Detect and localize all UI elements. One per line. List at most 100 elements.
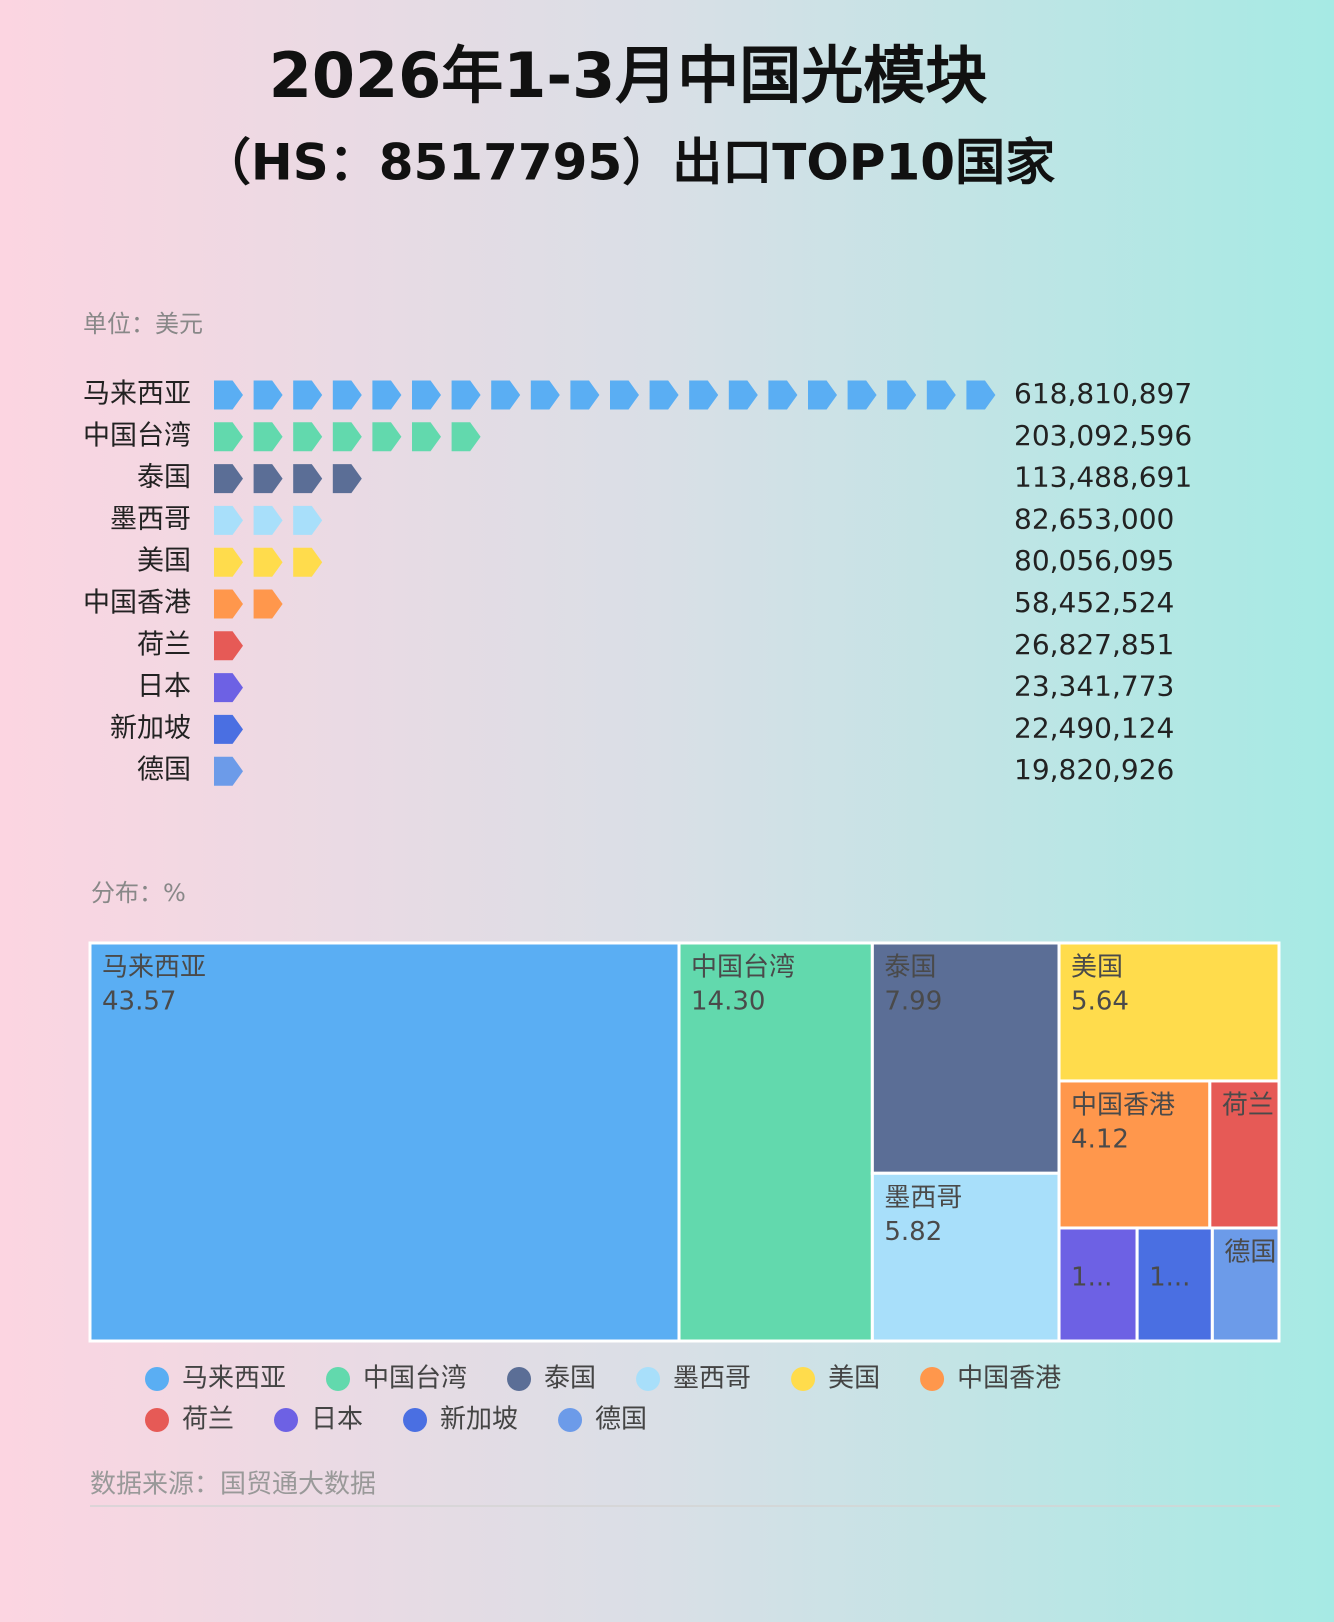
symbol [293, 505, 323, 535]
treemap-cell [1210, 1226, 1281, 1343]
value-label: 19,820,926 [1014, 753, 1174, 786]
cell-value: 5.64 [1071, 987, 1129, 1017]
subtitle: （HS：8517795）出口TOP10国家 [201, 134, 1055, 192]
value-label: 113,488,691 [1014, 461, 1192, 494]
legend-label: 中国香港 [957, 1364, 1061, 1394]
value-label: 23,341,773 [1014, 670, 1174, 703]
symbol [530, 380, 560, 410]
cell-value: 43.57 [102, 987, 176, 1017]
symbol [214, 589, 243, 619]
cell-name: 德国 [1224, 1237, 1276, 1267]
symbol [214, 673, 243, 703]
symbol [214, 422, 243, 452]
treemap-cell [1135, 1226, 1214, 1343]
symbol [214, 631, 243, 661]
legend-label: 美国 [828, 1364, 880, 1394]
pictorial-bar-chart: 马来西亚 618,810,897 中国台湾 203,092,596 泰国 113,488,… [83, 377, 1192, 786]
value-label: 82,653,000 [1014, 502, 1174, 535]
cell-value: 1... [1149, 1262, 1190, 1292]
symbol [293, 464, 323, 494]
category-label: 日本 [137, 671, 191, 702]
symbol [332, 380, 362, 410]
symbol [451, 422, 481, 452]
cell-value: 14.30 [691, 987, 765, 1017]
treemap-cell [1057, 941, 1281, 1083]
legend-label: 马来西亚 [182, 1364, 286, 1394]
symbol [412, 422, 441, 452]
cell-name: 墨西哥 [884, 1183, 962, 1213]
legend-marker [507, 1367, 532, 1391]
category-label: 中国香港 [83, 588, 191, 619]
symbol [966, 380, 996, 410]
treemap-cell [88, 941, 681, 1343]
symbol [253, 505, 283, 535]
legend-marker [326, 1367, 351, 1391]
symbol [214, 714, 243, 744]
symbol [847, 380, 877, 410]
legend-label: 荷兰 [182, 1405, 234, 1435]
treemap-chart: 马来西亚 43.57 中国台湾 14.30 泰国 7.99 墨西哥 5.82 美国 5.64 中国香… [88, 941, 1281, 1343]
symbol [214, 756, 243, 786]
symbol [649, 380, 679, 410]
value-label: 26,827,851 [1014, 628, 1174, 661]
legend-label: 德国 [595, 1405, 647, 1435]
symbol [214, 464, 243, 494]
category-label: 荷兰 [137, 629, 191, 660]
category-label: 德国 [137, 755, 191, 786]
legend-label: 泰国 [544, 1364, 596, 1394]
unit-label: 分布：% [91, 879, 186, 907]
value-label: 618,810,897 [1014, 377, 1192, 410]
symbol [253, 464, 283, 494]
cell-name: 中国香港 [1071, 1090, 1175, 1120]
symbol [768, 380, 798, 410]
cell-name: 中国台湾 [691, 953, 795, 983]
value-label: 203,092,596 [1014, 419, 1192, 452]
legend-marker [920, 1367, 945, 1391]
legend-label: 日本 [311, 1405, 363, 1435]
symbol [808, 380, 837, 410]
symbol [887, 380, 917, 410]
symbol [253, 422, 283, 452]
category-label: 新加坡 [110, 713, 191, 744]
symbol [253, 380, 283, 410]
symbol [728, 380, 758, 410]
symbol [253, 589, 283, 619]
symbol [570, 380, 600, 410]
legend-label: 新加坡 [440, 1405, 518, 1435]
category-label: 泰国 [137, 462, 191, 493]
category-label: 马来西亚 [83, 379, 191, 410]
treemap-cell [677, 941, 874, 1343]
legend-marker [636, 1367, 661, 1391]
source: 数据来源：国贸通大数据 [90, 1470, 376, 1500]
value-label: 58,452,524 [1014, 586, 1174, 619]
cell-name: 美国 [1071, 953, 1123, 983]
cell-name: 荷兰 [1222, 1090, 1274, 1120]
cell-value: 7.99 [884, 987, 942, 1017]
symbol [214, 547, 243, 577]
symbol [372, 422, 402, 452]
value-label: 80,056,095 [1014, 544, 1174, 577]
title: 2026年1-3月中国光模块 [269, 39, 988, 112]
cell-value: 1... [1071, 1262, 1112, 1292]
cell-name: 马来西亚 [102, 953, 206, 983]
symbol [689, 380, 719, 410]
value-label: 22,490,124 [1014, 711, 1174, 744]
symbol [412, 380, 441, 410]
legend-marker [274, 1408, 299, 1432]
legend-marker [558, 1408, 583, 1432]
symbol [293, 380, 323, 410]
legend-marker [791, 1367, 816, 1391]
legend-marker [403, 1408, 428, 1432]
legend-label: 墨西哥 [673, 1364, 751, 1394]
cell-value: 5.82 [884, 1217, 942, 1247]
symbol [214, 505, 243, 535]
symbol [293, 547, 323, 577]
symbol [253, 547, 283, 577]
symbol [451, 380, 481, 410]
symbol [214, 380, 243, 410]
legend-marker [145, 1408, 169, 1432]
cell-name: 泰国 [884, 953, 936, 983]
